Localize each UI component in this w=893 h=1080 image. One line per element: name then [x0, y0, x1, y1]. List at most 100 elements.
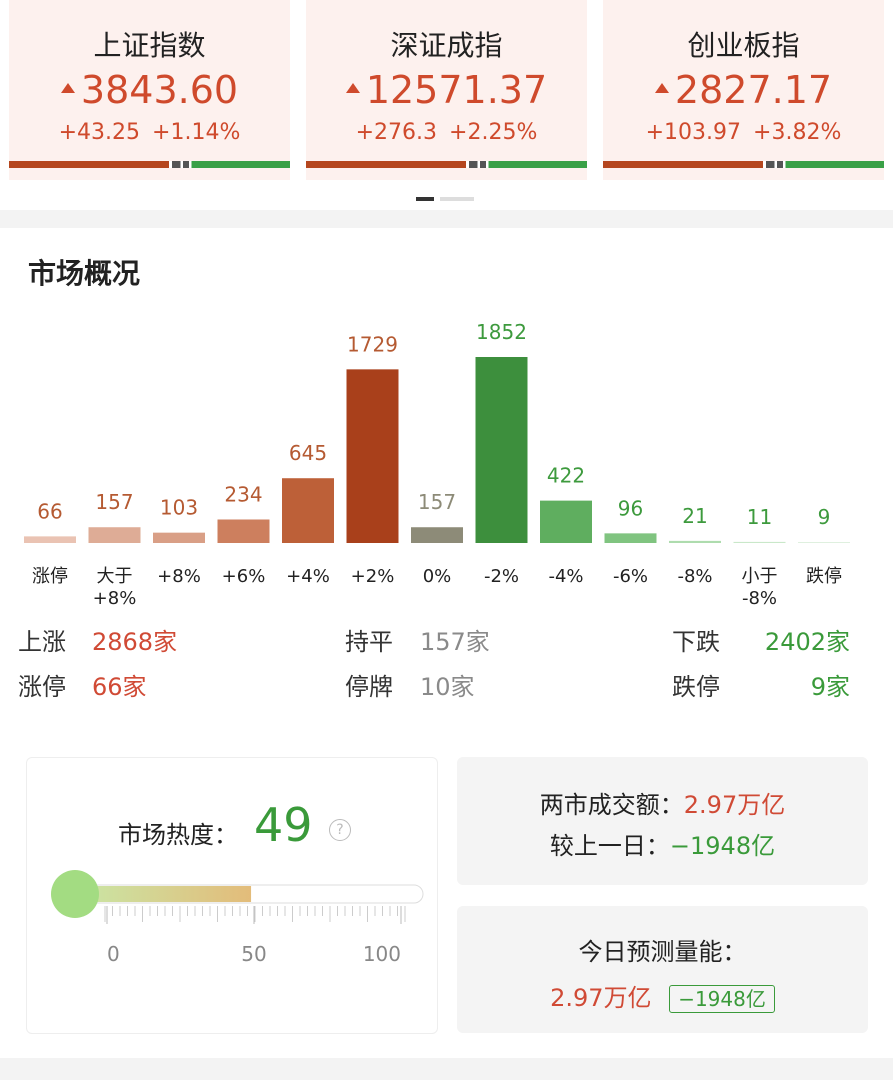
forecast-card	[457, 906, 868, 1033]
turnover-line: 两市成交额：2.97万亿	[457, 785, 868, 820]
summary-label: 跌停	[672, 673, 720, 701]
category-label: -8%	[677, 566, 713, 587]
index-change: +276.3 +2.25%	[306, 120, 587, 145]
value-label: 103	[160, 496, 198, 520]
help-icon[interactable]: ?	[329, 819, 351, 841]
value-label: 234	[224, 482, 262, 506]
heat-card	[26, 757, 438, 1034]
category-label: +2%	[350, 566, 395, 587]
bar	[604, 533, 657, 543]
value-label: 645	[289, 441, 327, 465]
category-label: 大于 +8%	[92, 566, 137, 609]
breadth-bar	[306, 161, 587, 168]
value-label: 422	[547, 464, 585, 488]
value-label: 11	[747, 505, 772, 529]
index-name: 上证指数	[93, 29, 206, 62]
gauge-tick-label: 50	[241, 942, 266, 966]
gauge-tick-label: 100	[363, 942, 401, 966]
index-name: 深证成指	[390, 29, 503, 62]
summary-label: 下跌	[672, 628, 720, 656]
index-value: 3843.60	[9, 68, 290, 112]
category-label: 小于 -8%	[741, 566, 778, 609]
section-title: 市场概况	[28, 257, 141, 290]
gauge-fill	[75, 886, 252, 902]
summary-value: 66家	[92, 673, 147, 701]
summary-label: 持平	[345, 628, 393, 656]
heat-gauge: 0 50 100	[51, 870, 424, 966]
summary-value: 2402家	[764, 628, 850, 656]
forecast-line: 2.97万亿 −1948亿	[457, 978, 868, 1013]
breadth-bar	[603, 161, 884, 168]
index-name: 创业板指	[687, 29, 800, 62]
turnover-diff-label: 较上一日：	[549, 832, 670, 860]
heat-value: 49	[254, 798, 313, 852]
gauge-tick-label: 0	[107, 942, 120, 966]
bar	[540, 500, 592, 543]
index-change: +103.97 +3.82%	[603, 120, 884, 145]
summary-label: 上涨	[18, 628, 66, 656]
forecast-value: 2.97万亿	[550, 984, 652, 1012]
index-card[interactable]: 上证指数 3843.60 +43.25 +1.14%	[9, 0, 290, 180]
distribution-chart: 66 157 103 234 645 1729 157 1852 422 96 21 11 9	[24, 320, 850, 543]
breadth-bar	[9, 161, 290, 168]
value-label: 21	[682, 504, 707, 528]
summary-value: 10家	[420, 673, 475, 701]
turnover-diff: −1948亿	[669, 832, 776, 860]
turnover-label: 两市成交额：	[539, 791, 684, 819]
bar	[24, 536, 76, 543]
category-label: 跌停	[806, 566, 842, 587]
turnover-diff-line: 较上一日：−1948亿	[457, 826, 868, 861]
turnover-value: 2.97万亿	[683, 791, 786, 819]
gauge-knob	[51, 870, 99, 918]
summary-label: 涨停	[18, 673, 66, 701]
separator	[0, 210, 893, 228]
heat-label: 市场热度：	[118, 821, 238, 849]
turnover-card	[457, 757, 868, 885]
summary-value: 9家	[810, 673, 850, 701]
value-label: 157	[95, 490, 133, 514]
change: +43.25	[58, 120, 141, 145]
change-pct: +2.25%	[449, 120, 538, 145]
bar	[411, 527, 463, 543]
category-label: +4%	[286, 566, 330, 587]
category-label: -2%	[483, 566, 520, 587]
value-label: 1729	[347, 332, 398, 356]
forecast-label: 今日预测量能：	[578, 938, 747, 966]
page-dot	[440, 197, 474, 201]
category-label: -6%	[612, 566, 649, 587]
page-dot	[416, 197, 434, 201]
value-label: 157	[418, 490, 456, 514]
summary-label: 停牌	[345, 673, 393, 701]
index-value: 12571.37	[306, 68, 587, 112]
value-label: 66	[37, 499, 62, 523]
value-label: 1852	[476, 320, 527, 344]
index-change: +43.25 +1.14%	[9, 120, 290, 145]
summary-value: 2868家	[92, 628, 178, 656]
bar	[217, 519, 270, 543]
change: +103.97	[645, 120, 742, 145]
bar	[282, 478, 334, 543]
bar	[475, 357, 528, 543]
category-label: 涨停	[32, 566, 68, 587]
bar	[153, 532, 205, 543]
bar	[798, 542, 850, 543]
category-label: -4%	[548, 566, 584, 587]
bar	[346, 369, 399, 543]
index-value: 2827.17	[603, 68, 884, 112]
value-label: 9	[818, 505, 831, 529]
index-card[interactable]: 深证成指 12571.37 +276.3 +2.25%	[306, 0, 587, 180]
bar	[733, 541, 786, 543]
forecast-diff: −1948亿	[669, 985, 775, 1013]
summary-value: 157家	[420, 628, 490, 656]
separator	[0, 1058, 893, 1080]
category-label: +6%	[221, 566, 266, 587]
change-pct: +1.14%	[152, 120, 241, 145]
category-label: +8%	[157, 566, 201, 587]
value-label: 96	[618, 496, 643, 520]
change-pct: +3.82%	[753, 120, 842, 145]
index-card[interactable]: 创业板指 2827.17 +103.97 +3.82%	[603, 0, 884, 180]
change: +276.3	[355, 120, 438, 145]
bar	[88, 527, 141, 543]
bar	[669, 540, 721, 543]
